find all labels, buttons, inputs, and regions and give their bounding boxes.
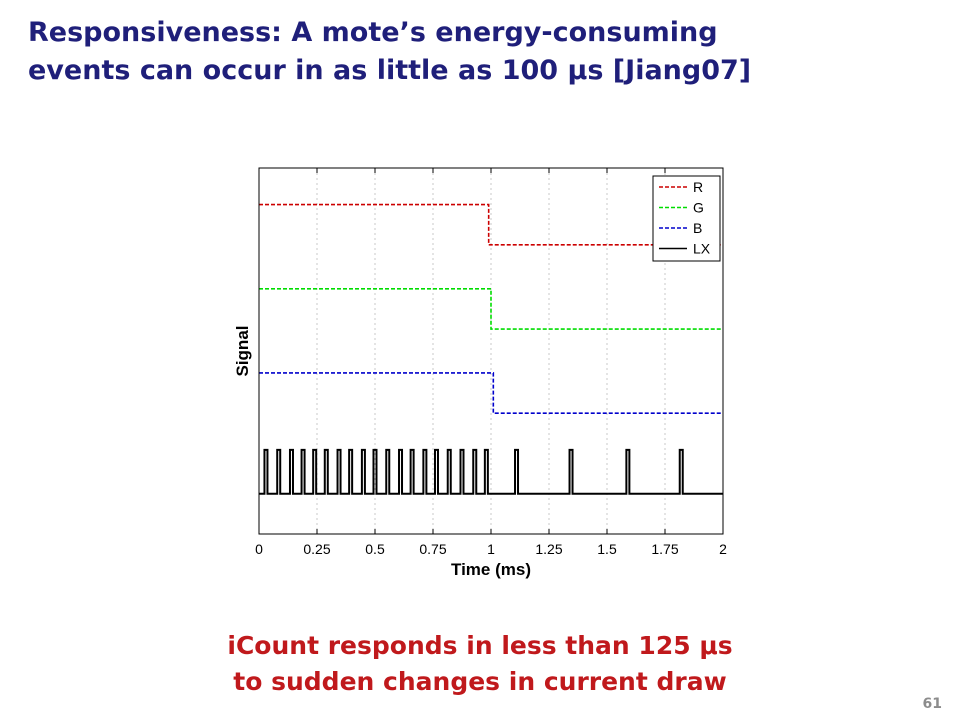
x-tick-label: 1 bbox=[487, 541, 495, 557]
x-tick-label: 1.25 bbox=[535, 541, 562, 557]
x-tick-label: 1.5 bbox=[597, 541, 617, 557]
x-tick-label: 0.25 bbox=[303, 541, 330, 557]
x-axis-ticks: 0 0.25 0.5 0.75 1 1.25 1.5 1.75 2 bbox=[255, 168, 727, 557]
x-axis-label: Time (ms) bbox=[451, 560, 531, 579]
title-line-1: Responsiveness: A mote’s energy-consumin… bbox=[28, 17, 718, 48]
legend-label: LX bbox=[693, 241, 711, 257]
x-tick-label: 0.75 bbox=[419, 541, 446, 557]
x-tick-label: 0 bbox=[255, 541, 263, 557]
y-axis-label: Signal bbox=[233, 325, 252, 376]
legend-box bbox=[652, 175, 721, 262]
x-tick-label: 1.75 bbox=[651, 541, 678, 557]
series-line-b bbox=[259, 372, 723, 415]
caption: iCount responds in less than 125 μs to s… bbox=[0, 628, 960, 700]
chart-series bbox=[259, 203, 723, 495]
page-number: 61 bbox=[922, 696, 942, 712]
caption-line-2: to sudden changes in current draw bbox=[233, 667, 727, 696]
series-line-g bbox=[259, 287, 723, 330]
chart-legend: RGB LX bbox=[652, 175, 721, 262]
legend-label: B bbox=[693, 220, 702, 236]
title-line-2: events can occur in as little as 100 μs … bbox=[28, 55, 752, 86]
chart-grid bbox=[316, 168, 666, 534]
series-line-r bbox=[259, 203, 723, 246]
legend-label: G bbox=[693, 200, 704, 216]
series-line-lx bbox=[259, 448, 723, 495]
slide-title: Responsiveness: A mote’s energy-consumin… bbox=[28, 14, 928, 90]
legend-label: R bbox=[693, 179, 703, 195]
caption-line-1: iCount responds in less than 125 μs bbox=[227, 631, 733, 660]
x-tick-label: 2 bbox=[719, 541, 727, 557]
x-tick-label: 0.5 bbox=[365, 541, 385, 557]
